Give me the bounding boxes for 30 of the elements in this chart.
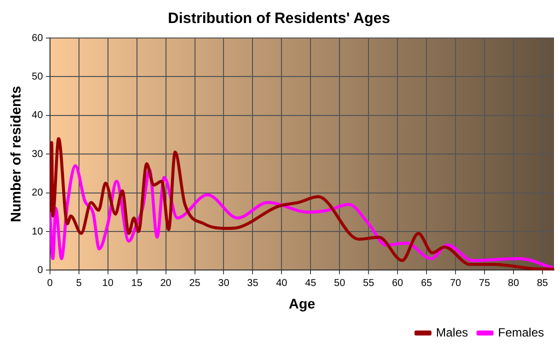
- x-tick-label: 35: [247, 278, 259, 289]
- x-tick-label: 50: [334, 278, 346, 289]
- x-tick-label: 25: [189, 278, 201, 289]
- legend-label: Males: [436, 325, 468, 340]
- x-tick-label: 80: [508, 278, 520, 289]
- y-tick-label: 40: [32, 110, 44, 122]
- y-axis-title: Number of residents: [7, 86, 24, 222]
- y-tick-label: 0: [37, 264, 44, 276]
- x-tick-label: 60: [392, 278, 404, 289]
- x-tick-label: 65: [420, 278, 433, 289]
- x-tick-label: 70: [450, 278, 462, 289]
- x-axis-title: Age: [288, 295, 316, 312]
- y-tick-label: 10: [32, 226, 44, 238]
- x-tick-label: 0: [47, 278, 54, 289]
- x-tick-label: 30: [218, 278, 230, 289]
- x-tick-label: 75: [478, 278, 490, 289]
- y-tick-label: 20: [32, 188, 44, 199]
- legend-label: Females: [498, 325, 544, 340]
- y-tick-label: 50: [32, 71, 44, 82]
- x-tick-label: 5: [76, 278, 82, 289]
- y-tick-label: 60: [32, 32, 44, 44]
- x-tick-label: 45: [305, 278, 317, 289]
- x-tick-label: 10: [102, 278, 114, 289]
- x-tick-label: 40: [276, 278, 288, 289]
- x-tick-label: 85: [536, 278, 548, 289]
- x-tick-label: 55: [363, 278, 375, 289]
- x-tick-label: 20: [160, 278, 172, 289]
- x-tick-label: 15: [131, 278, 143, 289]
- y-tick-label: 30: [32, 148, 44, 160]
- chart-title: Distribution of Residents' Ages: [168, 10, 390, 28]
